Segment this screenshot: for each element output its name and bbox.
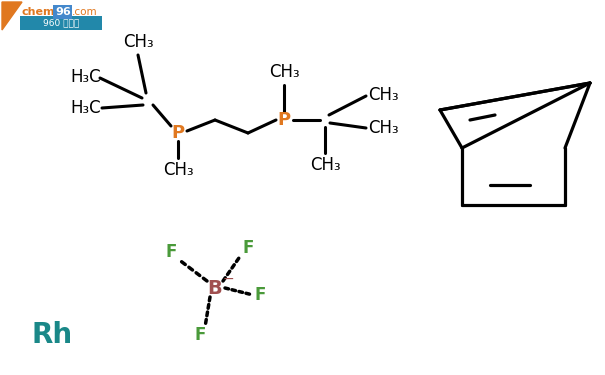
Text: CH₃: CH₃ <box>269 63 299 81</box>
Text: 96: 96 <box>55 7 71 17</box>
Text: −: − <box>222 272 234 286</box>
Text: F: F <box>165 243 177 261</box>
Bar <box>20 16 102 30</box>
Text: CH₃: CH₃ <box>368 86 399 104</box>
Text: CH₃: CH₃ <box>163 161 194 179</box>
Text: CH₃: CH₃ <box>368 119 399 137</box>
Text: 960 化工网: 960 化工网 <box>43 18 79 27</box>
Polygon shape <box>2 2 22 30</box>
Text: CH₃: CH₃ <box>123 33 153 51</box>
Text: P: P <box>171 124 185 142</box>
Text: B: B <box>208 279 223 297</box>
Text: Rh: Rh <box>31 321 73 349</box>
Text: F: F <box>194 326 206 344</box>
Text: F: F <box>254 286 266 304</box>
Text: F: F <box>243 239 253 257</box>
Text: H₃C: H₃C <box>70 68 100 86</box>
Text: .com: .com <box>72 7 97 17</box>
Text: P: P <box>278 111 290 129</box>
Text: H₃C: H₃C <box>70 99 100 117</box>
Text: CH₃: CH₃ <box>310 156 340 174</box>
Text: chem: chem <box>22 7 56 17</box>
